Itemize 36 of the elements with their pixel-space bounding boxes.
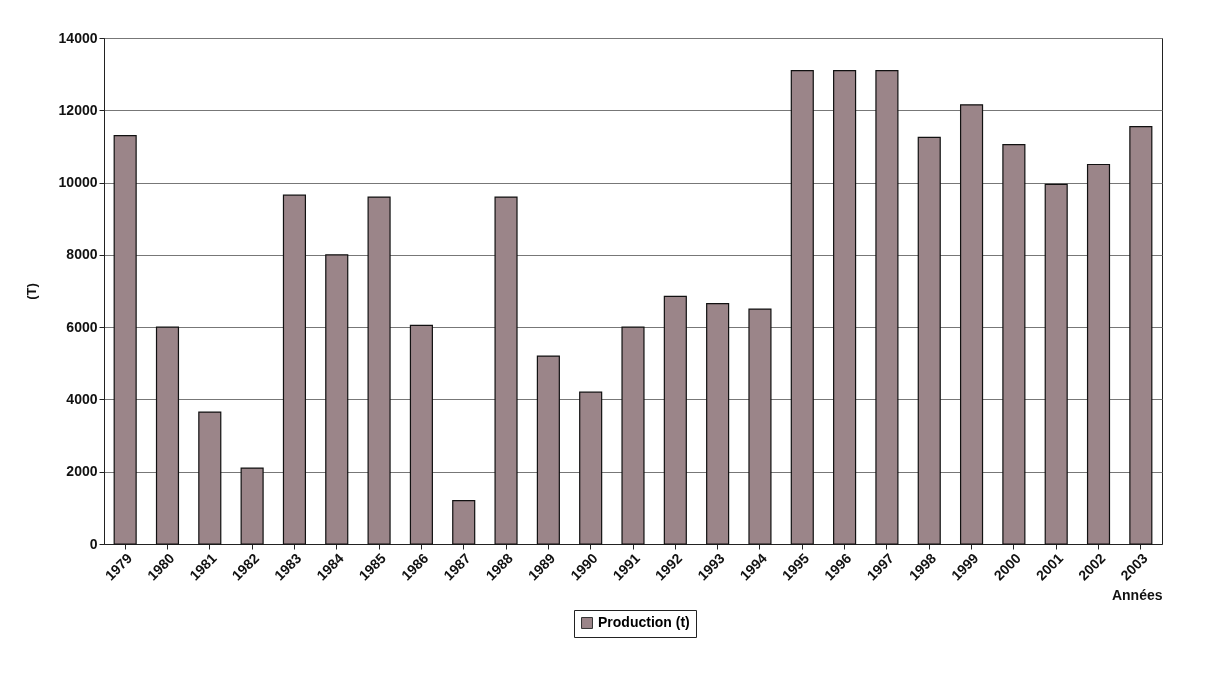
bar xyxy=(579,391,603,545)
bar xyxy=(113,134,137,545)
bar xyxy=(409,324,433,545)
y-tick-label: 0 xyxy=(89,535,98,552)
bar xyxy=(494,196,518,545)
bar xyxy=(282,194,307,545)
bar xyxy=(1129,125,1153,545)
y-tick-label: 2000 xyxy=(66,463,98,480)
bar xyxy=(621,326,645,545)
bar xyxy=(1086,163,1111,545)
y-tick-label: 12000 xyxy=(58,101,98,118)
bar xyxy=(706,303,730,545)
y-axis-title: (T) xyxy=(23,283,39,300)
y-tick-label: 6000 xyxy=(66,318,98,335)
bar xyxy=(790,69,814,545)
bar xyxy=(240,467,264,545)
bar xyxy=(663,295,687,545)
bar xyxy=(875,69,899,545)
bar xyxy=(198,411,222,545)
bar xyxy=(367,196,391,545)
y-tick-label: 10000 xyxy=(58,174,98,191)
x-axis-title: Années xyxy=(1111,587,1163,604)
bar xyxy=(155,326,180,545)
y-tick-label: 4000 xyxy=(66,390,98,407)
bar xyxy=(452,500,476,545)
bar xyxy=(917,136,941,545)
y-tick-label: 8000 xyxy=(66,246,98,263)
bar xyxy=(325,254,349,545)
legend-label: Production (t) xyxy=(598,614,690,630)
y-tick-label: 14000 xyxy=(58,29,98,46)
bar xyxy=(748,308,772,545)
bar xyxy=(536,355,560,545)
bar xyxy=(1002,144,1026,545)
bar xyxy=(959,104,984,545)
bar xyxy=(833,69,857,545)
bar xyxy=(1044,183,1068,545)
